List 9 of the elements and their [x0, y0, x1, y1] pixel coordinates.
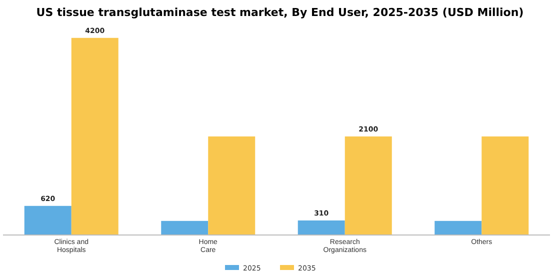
bar — [344, 136, 392, 235]
bar — [208, 136, 256, 235]
bar — [298, 220, 345, 235]
bar — [71, 38, 118, 235]
bar — [434, 220, 482, 235]
chart-title: US tissue transglutaminase test market, By End User, 2025-2035 (USD Million) — [36, 6, 524, 19]
bar — [482, 136, 529, 235]
bar — [161, 220, 208, 235]
bar — [24, 206, 72, 235]
